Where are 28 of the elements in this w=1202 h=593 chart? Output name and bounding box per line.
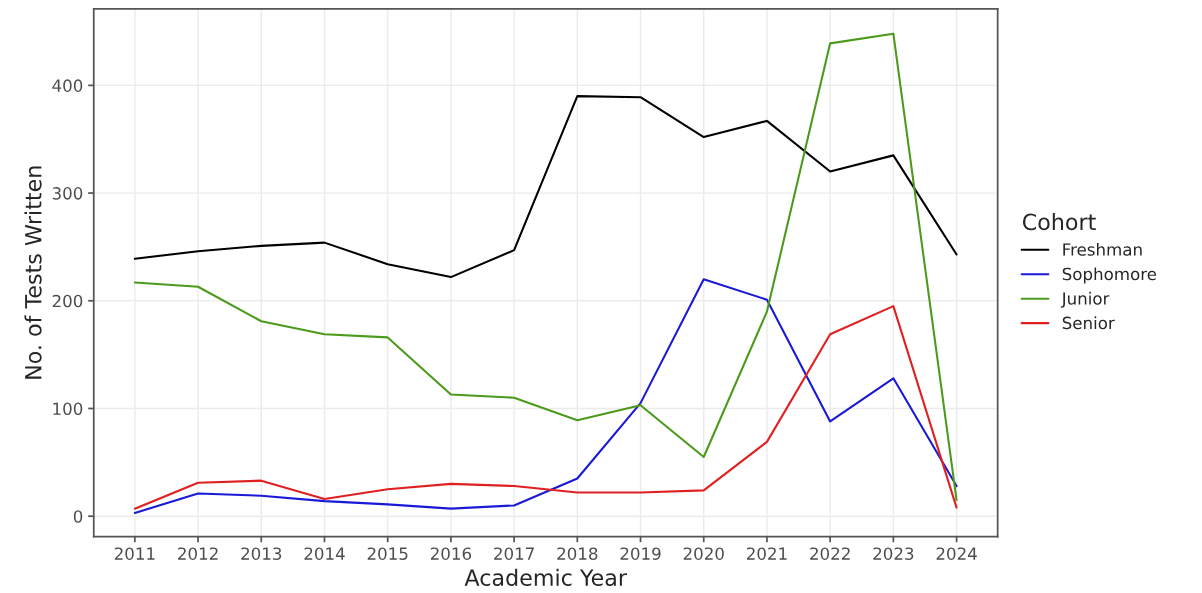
x-tick-label: 2016: [430, 547, 472, 560]
y-tick-label: 0: [73, 510, 83, 523]
x-tick-label: 2024: [936, 547, 977, 560]
y-tick-label: 200: [52, 294, 83, 308]
line-series: [133, 95, 958, 279]
y-axis-title: No. of Tests Written: [24, 166, 42, 379]
x-tick-label: 2023: [873, 547, 914, 560]
x-tick-label: 2019: [620, 547, 661, 560]
legend-label: Junior: [1060, 291, 1110, 308]
x-tick-label: 2014: [304, 547, 345, 560]
x-tick-label: 2022: [810, 547, 850, 560]
legend-label: Senior: [1062, 316, 1115, 330]
y-tick-label: 300: [52, 187, 83, 200]
line-series: [133, 32, 958, 502]
legend-label: Sophomore: [1062, 267, 1157, 284]
x-tick-label: 2011: [114, 547, 155, 560]
x-tick-label: 2015: [367, 547, 408, 560]
x-tick-label: 2013: [241, 547, 282, 560]
y-tick-label: 100: [53, 402, 83, 416]
x-tick-label: 2017: [494, 547, 534, 560]
x-tick-label: 2020: [683, 547, 724, 560]
x-tick-label: 2012: [178, 547, 218, 560]
x-tick-label: 2018: [557, 547, 598, 560]
x-tick-label: 2021: [746, 547, 787, 560]
x-axis-title: Academic Year: [464, 568, 627, 586]
legend-label: Freshman: [1063, 242, 1142, 256]
legend-title: Cohort: [1022, 213, 1096, 231]
y-tick-label: 400: [52, 79, 83, 92]
